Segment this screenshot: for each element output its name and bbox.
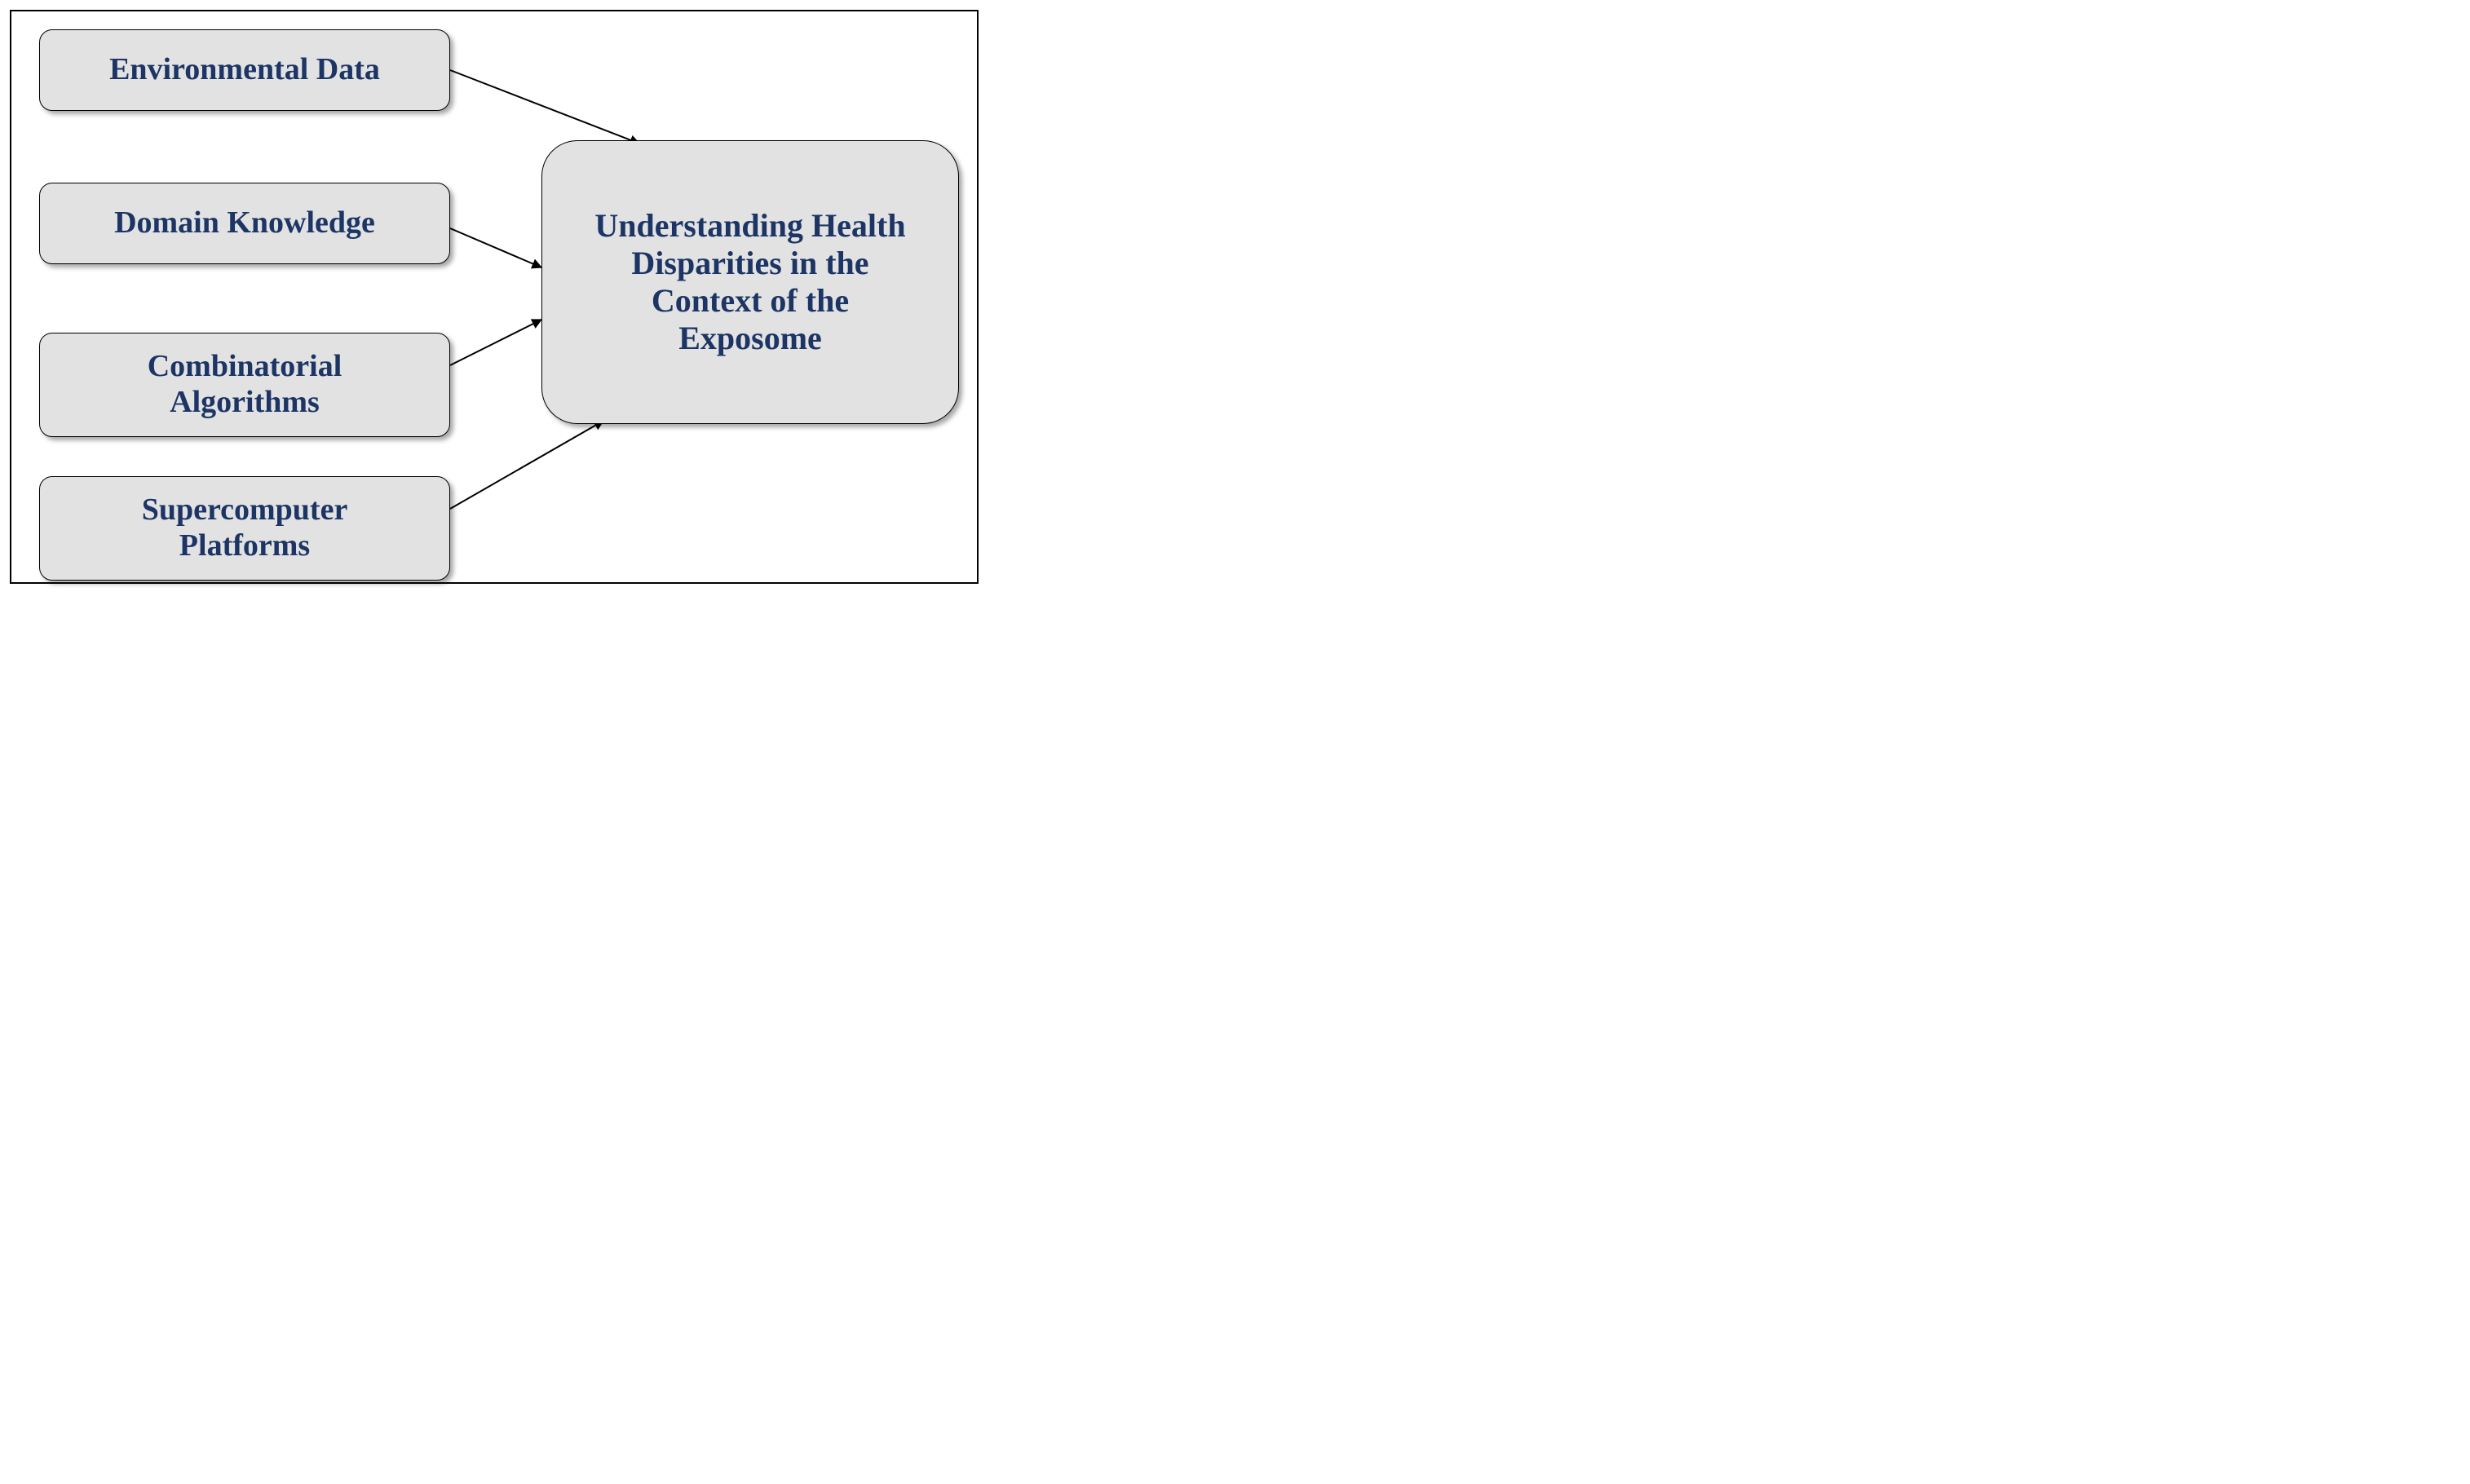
node-env: Environmental Data: [39, 29, 450, 111]
diagram-frame: Environmental Data Domain Knowledge Combin…: [0, 0, 988, 594]
edge-domain-to-goal: [450, 228, 541, 267]
node-domain: Domain Knowledge: [39, 183, 450, 264]
edge-env-to-goal: [450, 70, 639, 144]
node-label: Domain Knowledge: [114, 205, 375, 241]
edge-super-to-goal: [450, 421, 603, 509]
node-comb: Combinatorial Algorithms: [39, 333, 450, 437]
node-super: Supercomputer Platforms: [39, 476, 450, 581]
node-label: Understanding Health Disparities in the …: [594, 207, 905, 357]
node-goal: Understanding Health Disparities in the …: [541, 140, 959, 424]
edge-comb-to-goal: [450, 320, 541, 365]
node-label: Environmental Data: [109, 52, 380, 88]
node-label: Combinatorial Algorithms: [148, 349, 342, 420]
node-label: Supercomputer Platforms: [142, 492, 348, 563]
